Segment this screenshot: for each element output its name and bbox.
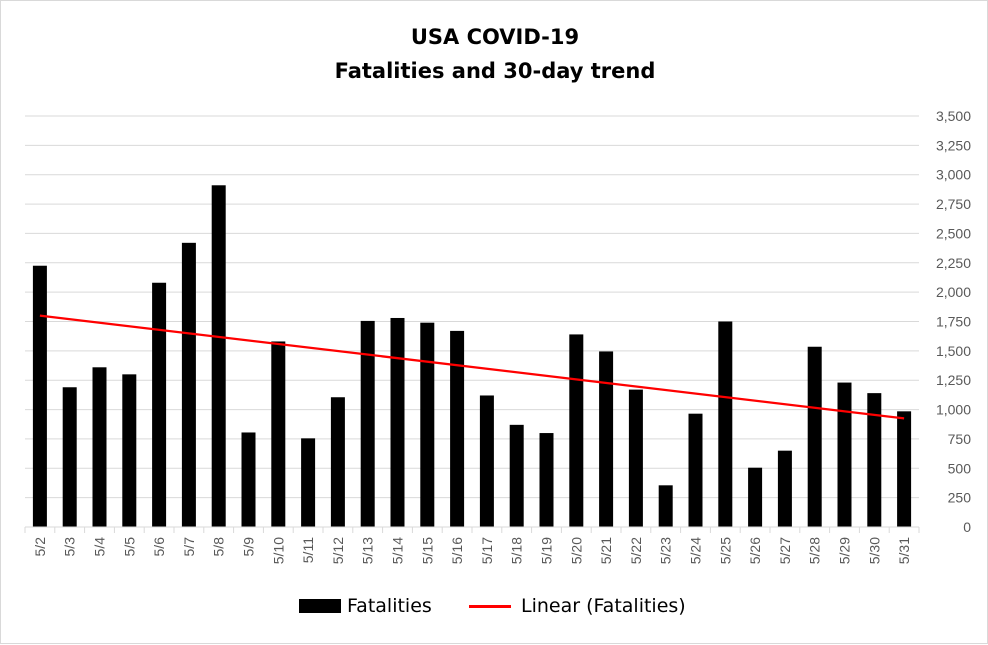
bar [181, 242, 196, 527]
x-tick-label: 5/23 [658, 537, 674, 564]
bar [152, 282, 167, 527]
chart-title: USA COVID-19 [410, 25, 580, 49]
y-tick-label: 750 [948, 431, 972, 447]
bar [420, 322, 435, 527]
bar [718, 321, 733, 527]
legend: Fatalities Linear (Fatalities) [1, 595, 988, 625]
bar [539, 433, 554, 527]
legend-label-trend: Linear (Fatalities) [521, 595, 686, 617]
bar [688, 413, 703, 527]
y-tick-label: 500 [948, 460, 972, 476]
x-tick-label: 5/2 [32, 537, 48, 557]
bar [271, 341, 286, 527]
x-tick-label: 5/29 [837, 537, 853, 564]
legend-item-fatalities: Fatalities [299, 595, 432, 617]
x-tick-label: 5/30 [866, 537, 882, 564]
bar [748, 467, 763, 527]
y-tick-label: 250 [948, 490, 972, 506]
x-tick-label: 5/25 [717, 537, 733, 564]
trendline [39, 314, 905, 420]
y-tick-label: 0 [963, 519, 971, 535]
x-tick-label: 5/12 [330, 537, 346, 564]
legend-swatch-bar [299, 599, 341, 613]
bar [330, 397, 345, 527]
x-tick-label: 5/11 [300, 537, 316, 563]
y-tick-label: 3,250 [936, 137, 971, 153]
y-tick-label: 2,750 [936, 196, 971, 212]
x-tick-label: 5/22 [628, 537, 644, 564]
x-tick-label: 5/26 [747, 537, 763, 564]
y-tick-label: 1,500 [936, 343, 971, 359]
x-tick-label: 5/13 [360, 537, 376, 564]
chart-subtitle: Fatalities and 30-day trend [334, 59, 656, 83]
bar [569, 334, 584, 527]
x-tick-label: 5/8 [211, 537, 227, 557]
y-tick-label: 2,500 [936, 225, 971, 241]
bar [867, 393, 882, 527]
legend-item-trend: Linear (Fatalities) [469, 595, 686, 617]
x-tick-label: 5/17 [479, 537, 495, 564]
bar [599, 351, 614, 527]
x-tick-label: 5/20 [568, 537, 584, 564]
bar [62, 387, 77, 527]
x-tick-label: 5/28 [807, 537, 823, 564]
bar [301, 438, 316, 527]
x-tick-label: 5/18 [509, 537, 525, 564]
y-tick-label: 3,500 [936, 108, 971, 124]
x-tick-label: 5/5 [121, 537, 137, 557]
x-tick-label: 5/4 [92, 537, 108, 557]
legend-swatch-line [469, 604, 511, 608]
x-tick-label: 5/31 [896, 537, 912, 564]
bar [628, 389, 643, 527]
x-tick-label: 5/16 [449, 537, 465, 564]
y-tick-label: 1,750 [936, 314, 971, 330]
x-tick-label: 5/7 [181, 537, 197, 557]
bar [450, 330, 465, 527]
bar [92, 367, 107, 527]
bar [658, 485, 673, 527]
legend-label-fatalities: Fatalities [347, 595, 432, 617]
bar [509, 424, 524, 527]
x-tick-label: 5/15 [419, 537, 435, 564]
x-tick-label: 5/14 [390, 537, 406, 564]
x-tick-label: 5/27 [777, 537, 793, 564]
bar [211, 185, 226, 528]
y-tick-label: 2,250 [936, 255, 971, 271]
bar [32, 265, 47, 527]
bar [837, 382, 852, 527]
bar [122, 374, 137, 527]
x-tick-label: 5/10 [270, 537, 286, 564]
x-tick-label: 5/24 [688, 537, 704, 564]
y-tick-label: 1,250 [936, 372, 971, 388]
x-tick-label: 5/9 [241, 537, 257, 557]
bar [241, 432, 256, 527]
bar [897, 411, 912, 527]
x-tick-label: 5/6 [151, 537, 167, 557]
bar [479, 395, 494, 527]
x-tick-label: 5/19 [539, 537, 555, 564]
y-tick-label: 3,000 [936, 167, 971, 183]
x-tick-label: 5/3 [62, 537, 78, 557]
y-tick-label: 1,000 [936, 402, 971, 418]
bar [390, 317, 405, 527]
x-tick-label: 5/21 [598, 537, 614, 564]
bar [807, 346, 822, 527]
bar [360, 320, 375, 527]
bar [777, 450, 792, 527]
y-tick-label: 2,000 [936, 284, 971, 300]
